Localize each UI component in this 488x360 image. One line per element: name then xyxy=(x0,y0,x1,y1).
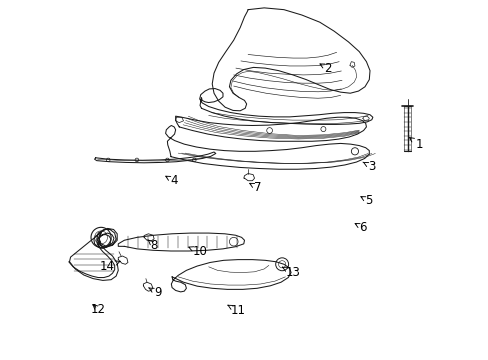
Text: 1: 1 xyxy=(409,138,423,151)
Text: 4: 4 xyxy=(165,174,177,187)
Text: 3: 3 xyxy=(362,160,375,173)
Text: 10: 10 xyxy=(188,245,207,258)
Text: 12: 12 xyxy=(90,303,105,316)
Text: 5: 5 xyxy=(360,194,371,207)
Text: 7: 7 xyxy=(249,181,261,194)
Text: 8: 8 xyxy=(147,239,158,252)
Text: 9: 9 xyxy=(148,287,162,300)
Text: 11: 11 xyxy=(227,305,245,318)
Text: 14: 14 xyxy=(100,260,120,273)
Text: 6: 6 xyxy=(354,221,366,234)
Text: 13: 13 xyxy=(282,266,300,279)
Text: 2: 2 xyxy=(319,62,331,75)
